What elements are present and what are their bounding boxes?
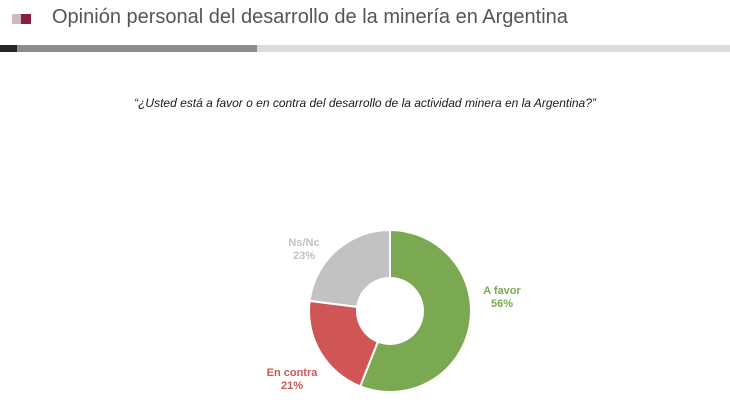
logo-square-light	[12, 14, 21, 24]
header: Opinión personal del desarrollo de la mi…	[0, 0, 730, 46]
slice-en-contra	[308, 299, 380, 388]
divider-segment-dark	[0, 45, 17, 52]
logo-square-dark	[21, 14, 31, 24]
header-divider-bar	[0, 45, 730, 52]
chart-question: “¿Usted está a favor o en contra del des…	[134, 96, 596, 110]
slice-label: A favor	[483, 285, 521, 297]
slice-label: Ns/Nc	[288, 237, 319, 249]
slice-a-favor	[358, 228, 472, 393]
slice-value-label: 23%	[293, 250, 315, 262]
slice-value-label: 56%	[491, 298, 513, 310]
page-title: Opinión personal del desarrollo de la mi…	[52, 6, 568, 28]
slice-value-label: 21%	[281, 380, 303, 392]
slice-ns-nc	[308, 228, 391, 308]
divider-segment-light	[257, 45, 730, 52]
divider-segment-mid	[17, 45, 257, 52]
slice-label: En contra	[267, 367, 319, 379]
logo-mark	[12, 14, 31, 24]
